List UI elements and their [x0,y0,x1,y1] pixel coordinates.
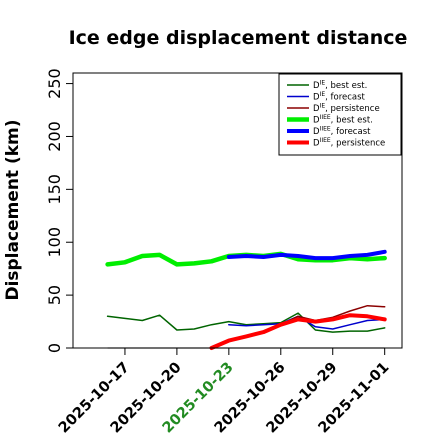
y-tick-label: 150 [45,174,64,205]
y-tick-label: 250 [45,68,64,99]
y-tick-label: 200 [45,121,64,152]
legend-entry-2: DIE, persistence [313,103,380,115]
legend-entry-0: DIE, best est. [313,80,367,92]
legend-entry-1: DIE, forecast [313,91,366,103]
series-line-4 [226,249,387,261]
y-tick-label: 100 [45,227,64,258]
plot-area [105,249,387,350]
series-line-5 [209,313,387,350]
plot-frame [72,72,403,349]
legend-entry-4: DIIEE, forecast [313,126,371,138]
chart-title: Ice edge displacement distance [69,27,408,49]
y-axis-label: Displacement (km) [3,119,23,300]
y-tick-label: 0 [45,343,64,353]
legend-entry-3: DIIEE, best est. [313,114,373,126]
y-tick-label: 50 [45,285,64,305]
series-line-0 [106,312,386,333]
legend-entry-5: DIIEE, persistence [313,137,385,149]
